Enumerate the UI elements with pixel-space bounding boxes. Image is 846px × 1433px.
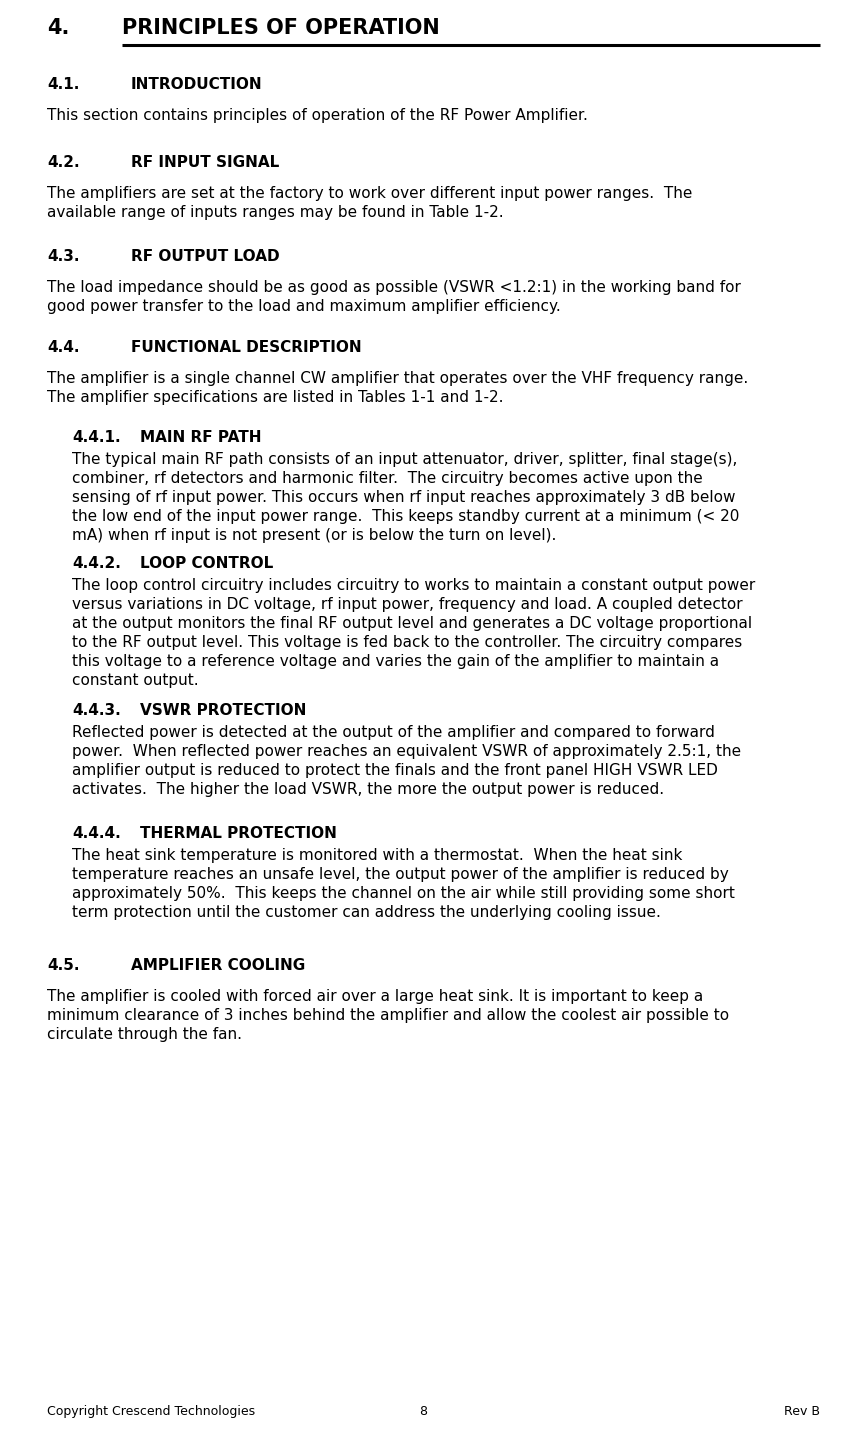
- Text: temperature reaches an unsafe level, the output power of the amplifier is reduce: temperature reaches an unsafe level, the…: [72, 867, 728, 881]
- Text: RF OUTPUT LOAD: RF OUTPUT LOAD: [131, 249, 280, 264]
- Text: The amplifier specifications are listed in Tables 1-1 and 1-2.: The amplifier specifications are listed …: [47, 390, 503, 406]
- Text: The amplifiers are set at the factory to work over different input power ranges.: The amplifiers are set at the factory to…: [47, 186, 692, 201]
- Text: This section contains principles of operation of the RF Power Amplifier.: This section contains principles of oper…: [47, 107, 588, 123]
- Text: this voltage to a reference voltage and varies the gain of the amplifier to main: this voltage to a reference voltage and …: [72, 653, 719, 669]
- Text: The typical main RF path consists of an input attenuator, driver, splitter, fina: The typical main RF path consists of an …: [72, 451, 738, 467]
- Text: good power transfer to the load and maximum amplifier efficiency.: good power transfer to the load and maxi…: [47, 299, 561, 314]
- Text: The amplifier is a single channel CW amplifier that operates over the VHF freque: The amplifier is a single channel CW amp…: [47, 371, 748, 385]
- Text: RF INPUT SIGNAL: RF INPUT SIGNAL: [131, 155, 279, 171]
- Text: 4.1.: 4.1.: [47, 77, 80, 92]
- Text: available range of inputs ranges may be found in Table 1-2.: available range of inputs ranges may be …: [47, 205, 503, 221]
- Text: Copyright Crescend Technologies: Copyright Crescend Technologies: [47, 1404, 255, 1419]
- Text: circulate through the fan.: circulate through the fan.: [47, 1027, 242, 1042]
- Text: activates.  The higher the load VSWR, the more the output power is reduced.: activates. The higher the load VSWR, the…: [72, 782, 664, 797]
- Text: INTRODUCTION: INTRODUCTION: [131, 77, 262, 92]
- Text: Rev B: Rev B: [784, 1404, 820, 1419]
- Text: LOOP CONTROL: LOOP CONTROL: [140, 556, 273, 570]
- Text: mA) when rf input is not present (or is below the turn on level).: mA) when rf input is not present (or is …: [72, 527, 557, 543]
- Text: AMPLIFIER COOLING: AMPLIFIER COOLING: [131, 959, 305, 973]
- Text: 8: 8: [419, 1404, 427, 1419]
- Text: 4.4.4.: 4.4.4.: [72, 825, 121, 841]
- Text: term protection until the customer can address the underlying cooling issue.: term protection until the customer can a…: [72, 906, 661, 920]
- Text: 4.4.1.: 4.4.1.: [72, 430, 121, 446]
- Text: VSWR PROTECTION: VSWR PROTECTION: [140, 704, 306, 718]
- Text: The amplifier is cooled with forced air over a large heat sink. It is important : The amplifier is cooled with forced air …: [47, 989, 703, 1005]
- Text: The load impedance should be as good as possible (VSWR <1.2:1) in the working ba: The load impedance should be as good as …: [47, 279, 741, 295]
- Text: versus variations in DC voltage, rf input power, frequency and load. A coupled d: versus variations in DC voltage, rf inpu…: [72, 598, 743, 612]
- Text: 4.5.: 4.5.: [47, 959, 80, 973]
- Text: THERMAL PROTECTION: THERMAL PROTECTION: [140, 825, 337, 841]
- Text: sensing of rf input power. This occurs when rf input reaches approximately 3 dB : sensing of rf input power. This occurs w…: [72, 490, 735, 504]
- Text: 4.4.3.: 4.4.3.: [72, 704, 121, 718]
- Text: amplifier output is reduced to protect the finals and the front panel HIGH VSWR : amplifier output is reduced to protect t…: [72, 762, 718, 778]
- Text: to the RF output level. This voltage is fed back to the controller. The circuitr: to the RF output level. This voltage is …: [72, 635, 742, 651]
- Text: MAIN RF PATH: MAIN RF PATH: [140, 430, 261, 446]
- Text: minimum clearance of 3 inches behind the amplifier and allow the coolest air pos: minimum clearance of 3 inches behind the…: [47, 1007, 729, 1023]
- Text: 4.3.: 4.3.: [47, 249, 80, 264]
- Text: PRINCIPLES OF OPERATION: PRINCIPLES OF OPERATION: [122, 19, 440, 39]
- Text: 4.: 4.: [47, 19, 69, 39]
- Text: approximately 50%.  This keeps the channel on the air while still providing some: approximately 50%. This keeps the channe…: [72, 886, 735, 901]
- Text: FUNCTIONAL DESCRIPTION: FUNCTIONAL DESCRIPTION: [131, 340, 361, 355]
- Text: combiner, rf detectors and harmonic filter.  The circuitry becomes active upon t: combiner, rf detectors and harmonic filt…: [72, 471, 703, 486]
- Text: power.  When reflected power reaches an equivalent VSWR of approximately 2.5:1, : power. When reflected power reaches an e…: [72, 744, 741, 759]
- Text: constant output.: constant output.: [72, 674, 199, 688]
- Text: at the output monitors the final RF output level and generates a DC voltage prop: at the output monitors the final RF outp…: [72, 616, 752, 631]
- Text: 4.4.: 4.4.: [47, 340, 80, 355]
- Text: 4.2.: 4.2.: [47, 155, 80, 171]
- Text: The heat sink temperature is monitored with a thermostat.  When the heat sink: The heat sink temperature is monitored w…: [72, 848, 683, 863]
- Text: the low end of the input power range.  This keeps standby current at a minimum (: the low end of the input power range. Th…: [72, 509, 739, 524]
- Text: 4.4.2.: 4.4.2.: [72, 556, 121, 570]
- Text: The loop control circuitry includes circuitry to works to maintain a constant ou: The loop control circuitry includes circ…: [72, 577, 755, 593]
- Text: Reflected power is detected at the output of the amplifier and compared to forwa: Reflected power is detected at the outpu…: [72, 725, 715, 739]
